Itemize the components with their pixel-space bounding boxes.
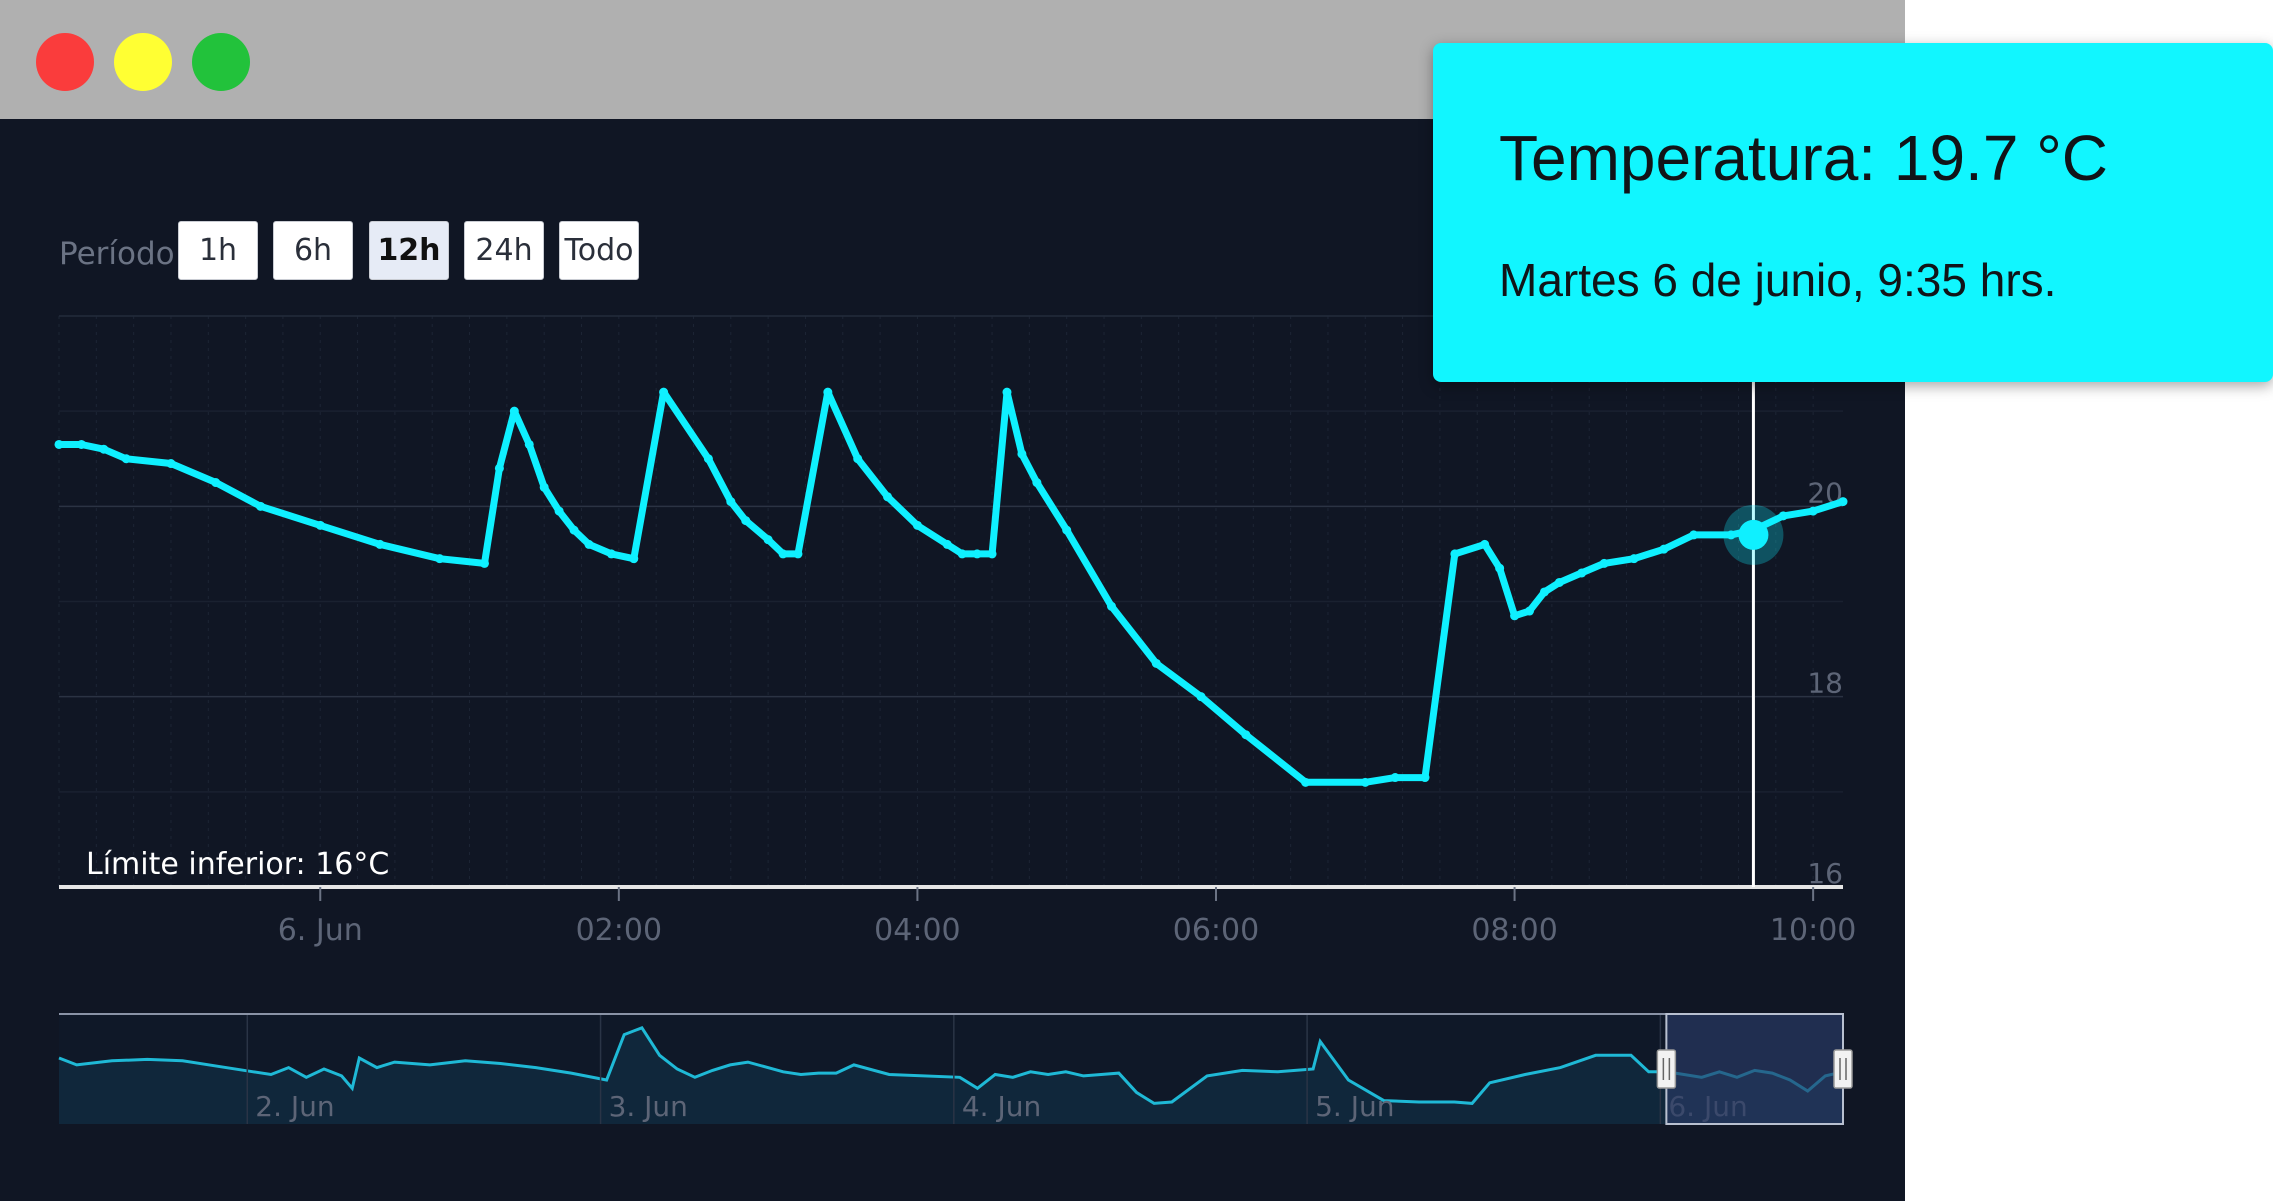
data-point (166, 459, 176, 469)
data-point (741, 516, 751, 526)
data-point (1480, 539, 1490, 549)
data-point (1390, 773, 1400, 783)
x-tick-label: 10:00 (1770, 913, 1856, 948)
maximize-button[interactable] (192, 33, 250, 91)
data-point (1510, 611, 1520, 621)
data-point (524, 439, 534, 449)
tooltip-temperature: Temperatura: 19.7 °C (1499, 122, 2108, 194)
data-point (1420, 773, 1430, 783)
data-point (539, 482, 549, 492)
x-tick-label: 06:00 (1173, 913, 1259, 948)
data-point (121, 454, 131, 464)
data-point (912, 520, 922, 530)
navigator-tick-label: 5. Jun (1315, 1090, 1394, 1123)
navigator-handle-left[interactable] (1656, 1049, 1677, 1089)
navigator-tick-label: 4. Jun (962, 1090, 1041, 1123)
data-point (1106, 601, 1116, 611)
data-point (211, 478, 221, 488)
data-point (1689, 530, 1699, 540)
data-point (256, 501, 266, 511)
data-point (942, 539, 952, 549)
tooltip: Temperatura: 19.7 °C Martes 6 de junio, … (1433, 43, 2273, 382)
navigator-tick-label: 2. Jun (255, 1090, 334, 1123)
data-point (1554, 577, 1564, 587)
navigator-selection (1666, 1014, 1843, 1124)
handle-body (1833, 1049, 1853, 1089)
temperature-series-line (55, 388, 1847, 786)
data-point (569, 525, 579, 535)
data-point (99, 444, 109, 454)
minimize-button[interactable] (114, 33, 172, 91)
period-button-6h[interactable]: 6h (273, 221, 353, 280)
data-point (853, 454, 863, 464)
data-point (1495, 563, 1505, 573)
data-point (883, 492, 893, 502)
navigator-series-line (58, 1025, 1844, 1105)
data-point (606, 549, 616, 559)
tooltip-datetime: Martes 6 de junio, 9:35 hrs. (1499, 254, 2057, 306)
navigator-area (59, 1027, 1843, 1124)
data-point (763, 535, 773, 545)
data-point (375, 539, 385, 549)
data-point (494, 463, 504, 473)
x-tick-label: 6. Jun (278, 913, 363, 948)
data-point (76, 439, 86, 449)
plot-band-label: Límite inferior: 16°C (86, 847, 389, 882)
x-tick-label: 04:00 (874, 913, 960, 948)
navigator-handle-right[interactable] (1833, 1049, 1853, 1089)
data-point (1360, 777, 1370, 787)
handle-body (1656, 1049, 1677, 1089)
data-point (1017, 449, 1027, 459)
data-point (1726, 530, 1736, 540)
data-point (703, 454, 713, 464)
data-point (1450, 549, 1460, 559)
data-point (793, 549, 803, 559)
period-button-12h[interactable]: 12h (369, 221, 449, 280)
data-point (1524, 606, 1534, 616)
y-tick-label: 16 (1807, 857, 1843, 890)
data-point (479, 558, 489, 568)
data-point (1032, 478, 1042, 488)
data-point (54, 439, 64, 449)
data-point (1002, 387, 1012, 397)
hover-marker (1738, 519, 1769, 550)
data-point (987, 549, 997, 559)
data-point (1577, 568, 1587, 578)
data-point (1151, 658, 1161, 668)
data-point (972, 549, 982, 559)
data-point (1301, 777, 1311, 787)
data-point (554, 506, 564, 516)
data-point (1808, 506, 1818, 516)
data-point (1241, 730, 1251, 740)
data-point (726, 497, 736, 507)
data-point (1778, 511, 1788, 521)
x-tick-label: 08:00 (1471, 913, 1557, 948)
data-point (1196, 692, 1206, 702)
data-point (1539, 587, 1549, 597)
period-button-todo[interactable]: Todo (559, 221, 639, 280)
period-button-1h[interactable]: 1h (178, 221, 258, 280)
data-point (1629, 554, 1639, 564)
data-point (823, 387, 833, 397)
period-button-24h[interactable]: 24h (464, 221, 544, 280)
data-point (1599, 558, 1609, 568)
data-point (584, 539, 594, 549)
x-tick-label: 02:00 (576, 913, 662, 948)
period-label: Período (59, 236, 175, 272)
data-point (778, 549, 788, 559)
navigator-chart[interactable]: 2. Jun 3. Jun 4. Jun 5. Jun 6. Jun (0, 0, 1905, 1201)
data-point (629, 554, 639, 564)
data-point (1659, 544, 1669, 554)
navigator-tick-label: 3. Jun (609, 1090, 688, 1123)
data-point (315, 520, 325, 530)
data-point (509, 406, 519, 416)
data-point (1062, 525, 1072, 535)
data-point (957, 549, 967, 559)
data-point (659, 387, 669, 397)
data-point (1838, 497, 1848, 507)
close-button[interactable] (36, 33, 94, 91)
data-point (435, 554, 445, 564)
y-tick-label: 18 (1807, 667, 1843, 700)
